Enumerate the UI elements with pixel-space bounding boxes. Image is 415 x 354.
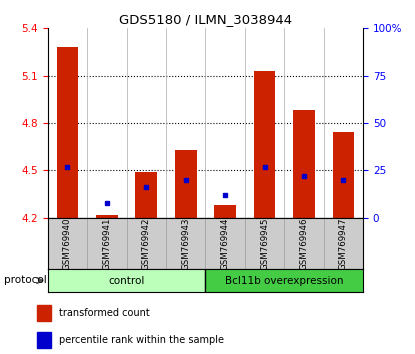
Text: GSM769943: GSM769943 [181, 217, 190, 270]
Text: Bcl11b overexpression: Bcl11b overexpression [225, 275, 344, 286]
Bar [254, 71, 276, 218]
Text: GSM769946: GSM769946 [300, 217, 308, 270]
Text: percentile rank within the sample: percentile rank within the sample [59, 335, 224, 346]
Bar [56, 47, 78, 218]
Bar [332, 132, 354, 218]
Text: GSM769945: GSM769945 [260, 217, 269, 270]
Bar [175, 150, 197, 218]
Text: GSM769947: GSM769947 [339, 217, 348, 270]
Bar [48, 269, 205, 292]
Text: GSM769944: GSM769944 [221, 217, 229, 270]
Text: GSM769940: GSM769940 [63, 217, 72, 270]
Text: GSM769942: GSM769942 [142, 217, 151, 270]
Bar [96, 215, 118, 218]
Text: control: control [108, 275, 145, 286]
Bar [293, 110, 315, 218]
Text: transformed count: transformed count [59, 308, 150, 318]
Bar [37, 305, 51, 321]
Bar [135, 172, 157, 218]
Bar [37, 332, 51, 348]
Bar [205, 269, 363, 292]
Bar [214, 205, 236, 218]
Text: GSM769941: GSM769941 [103, 217, 111, 270]
Text: protocol: protocol [4, 275, 47, 285]
Title: GDS5180 / ILMN_3038944: GDS5180 / ILMN_3038944 [119, 13, 292, 26]
